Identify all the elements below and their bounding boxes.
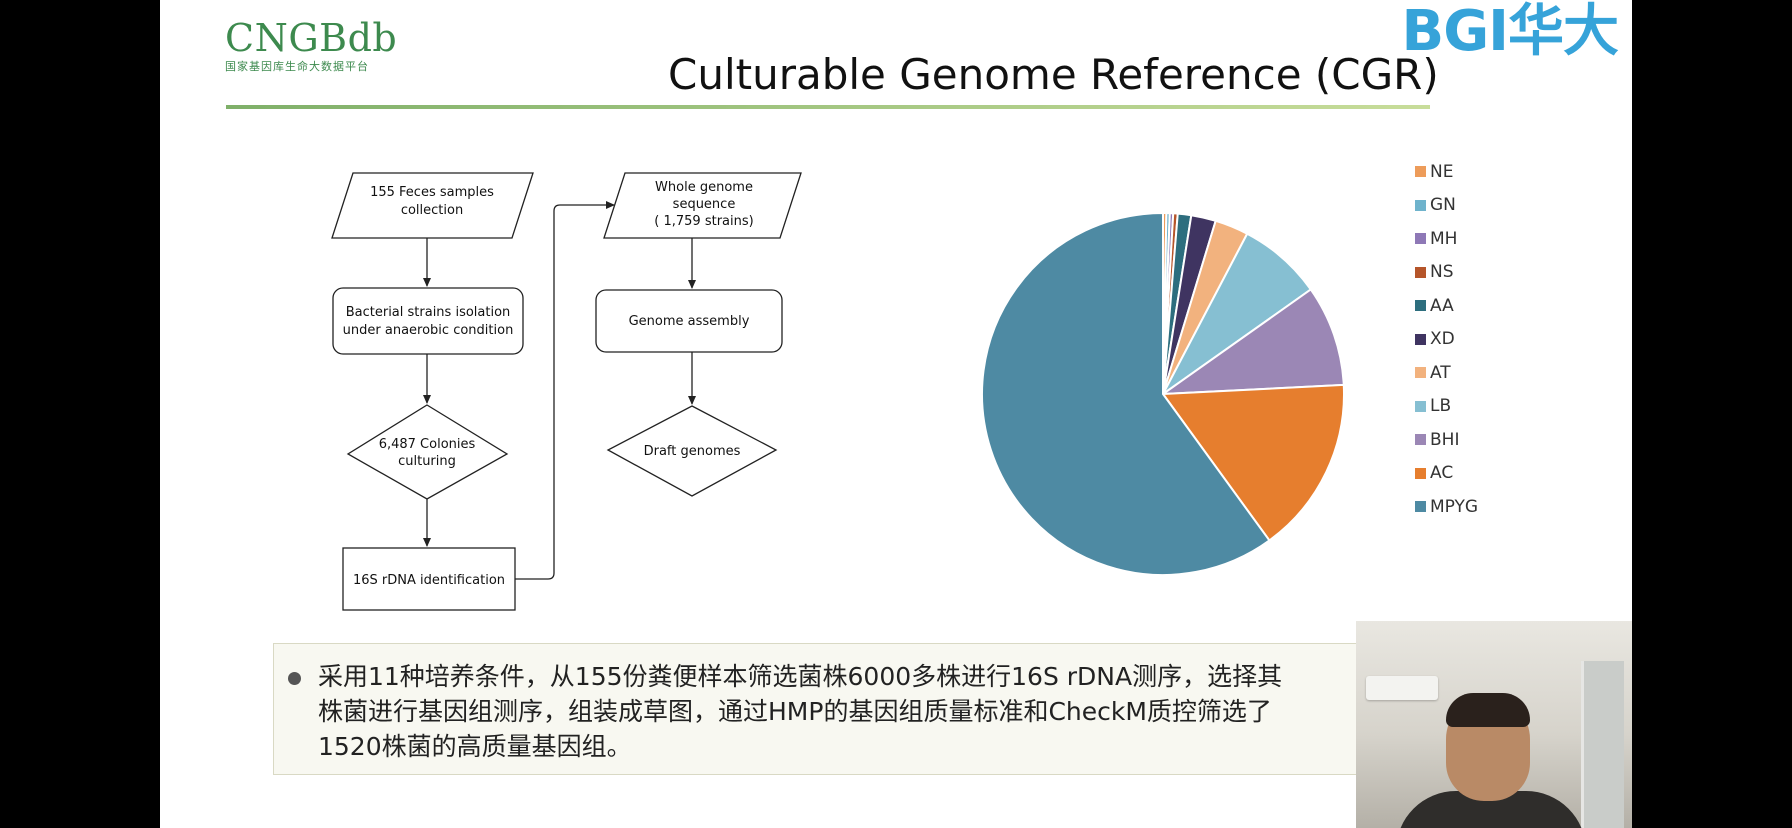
webcam-video-overlay: [1356, 621, 1632, 828]
flow-feces-text-line: collection: [401, 203, 463, 218]
legend-swatch: [1415, 233, 1426, 245]
legend-swatch: [1415, 266, 1426, 278]
flow-isolation-text-2: under anaerobic condition: [343, 323, 514, 338]
legend-swatch: [1415, 501, 1426, 513]
legend-swatch: [1415, 400, 1426, 412]
flow-assembly-shape: [595, 289, 783, 353]
legend-label: XD: [1430, 329, 1455, 350]
webcam-air-conditioner: [1366, 676, 1438, 700]
flow-arrow-4: [515, 201, 615, 580]
legend-item-xd: XD: [1415, 323, 1478, 357]
media-pie-chart: [981, 211, 1345, 576]
flow-feces-shape: [331, 172, 534, 239]
flow-feces-text: 155 Feces samples collection: [370, 185, 494, 218]
flow-isolation-text-1: Bacterial strains isolation: [346, 305, 511, 320]
legend-item-lb: LB: [1415, 390, 1478, 424]
bgi-logo: BGI华大: [1401, 0, 1619, 64]
summary-note: 采用11种培养条件，从155份粪便样本筛选菌株6000多株进行16S rDNA测…: [273, 643, 1508, 775]
legend-label: AC: [1430, 463, 1454, 484]
slide: CNGBdb 国家基因库生命大数据平台 BGI华大 Culturable Gen…: [160, 0, 1632, 828]
legend-item-aa: AA: [1415, 289, 1478, 323]
flow-draft-shape: [606, 405, 778, 497]
legend-label: AT: [1430, 362, 1451, 383]
legend-label: NE: [1430, 161, 1454, 182]
summary-line-2: 株菌进行基因组测序，组装成草图，通过HMP的基因组质量标准和CheckM质控筛选…: [318, 697, 1272, 726]
summary-line-1: 采用11种培养条件，从155份粪便样本筛选菌株6000多株进行16S rDNA测…: [318, 662, 1283, 691]
webcam-window: [1581, 661, 1624, 828]
legend-item-bhi: BHI: [1415, 423, 1478, 457]
title-divider: [226, 105, 1430, 109]
flow-identification-shape: [342, 547, 516, 611]
flow-assembly-text: Genome assembly: [629, 314, 750, 329]
legend-item-ac: AC: [1415, 457, 1478, 491]
legend-label: NS: [1430, 262, 1454, 283]
flow-colonies-text-2: culturing: [398, 454, 456, 469]
flow-colonies-text-1: 6,487 Colonies: [379, 437, 476, 452]
pie-slice-ac: [1161, 383, 1345, 542]
pie-slice-bhi: [1159, 288, 1345, 396]
flow-wgs-text-1: Whole genome: [655, 180, 753, 195]
pie-legend: NE GN MH NS AA XD AT LB BHI AC MPYG: [1415, 155, 1478, 524]
legend-swatch: [1415, 333, 1426, 345]
legend-label: AA: [1430, 295, 1454, 316]
legend-item-mpyg: MPYG: [1415, 490, 1478, 524]
legend-label: MH: [1430, 228, 1458, 249]
legend-item-ns: NS: [1415, 256, 1478, 290]
flow-wgs-text-2: sequence: [673, 197, 736, 212]
flow-identification-text: 16S rDNA identification: [353, 573, 505, 588]
flow-isolation-shape: [332, 287, 524, 355]
flow-wgs-shape: [603, 172, 802, 239]
legend-label: LB: [1430, 396, 1452, 417]
logo-wordmark: CNGBdb: [225, 16, 398, 60]
bullet-icon: [288, 672, 301, 685]
webcam-presenter-hair: [1446, 693, 1530, 727]
flow-wgs-text-3: ( 1,759 strains): [654, 214, 753, 229]
legend-swatch: [1415, 166, 1426, 178]
legend-item-mh: MH: [1415, 222, 1478, 256]
legend-swatch: [1415, 367, 1426, 379]
slide-title: Culturable Genome Reference (CGR): [668, 50, 1439, 99]
cngbdb-logo: CNGBdb 国家基因库生命大数据平台: [225, 16, 397, 74]
workflow-diagram: 155 Feces samples collection Bacterial st…: [331, 172, 802, 611]
legend-swatch: [1415, 434, 1426, 446]
pie-slice-mpyg: [981, 211, 1271, 576]
legend-swatch: [1415, 199, 1426, 211]
logo-subtitle: 国家基因库生命大数据平台: [225, 60, 369, 73]
legend-swatch: [1415, 300, 1426, 312]
flow-feces-text-line: 155 Feces samples: [370, 185, 494, 200]
flow-colonies-shape: [346, 404, 509, 500]
flow-draft-text: Draft genomes: [644, 444, 741, 459]
legend-label: MPYG: [1430, 496, 1479, 517]
summary-line-3: 1520株菌的高质量基因组。: [318, 732, 632, 761]
legend-item-at: AT: [1415, 356, 1478, 390]
summary-text: 采用11种培养条件，从155份粪便样本筛选菌株6000多株进行16S rDNA测…: [318, 659, 1498, 764]
legend-swatch: [1415, 467, 1426, 479]
legend-item-ne: NE: [1415, 155, 1478, 189]
legend-item-gn: GN: [1415, 189, 1478, 223]
legend-label: GN: [1430, 195, 1456, 216]
legend-label: BHI: [1430, 429, 1460, 450]
